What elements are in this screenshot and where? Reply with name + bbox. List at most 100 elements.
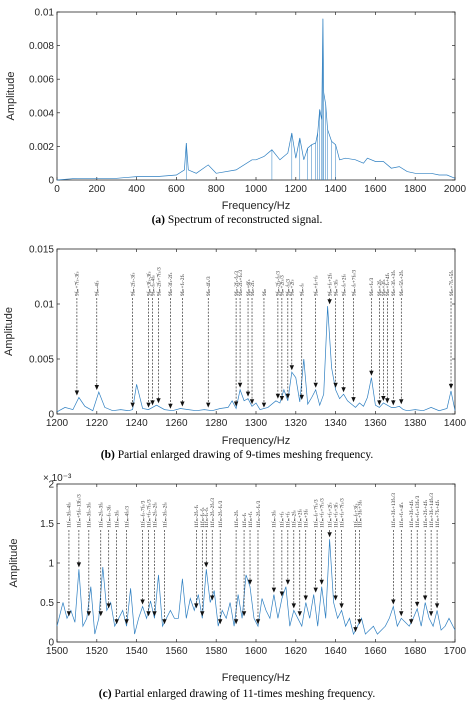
annotation-arrowhead <box>303 595 308 601</box>
annotation-arrowhead <box>285 393 291 399</box>
annotation-label: 11fₘ-fₛ+7fₛ/3 <box>313 499 320 528</box>
annotation-label: 11fₘ-3fₛ <box>114 510 121 528</box>
annotation-label: 9fₘ-fₛ-4fₛ <box>149 275 156 296</box>
x-tick-label: 1240 <box>125 418 148 429</box>
annotation-arrowhead <box>204 562 209 568</box>
annotation-label: 11fₘ+5fₛ-13fₛ/3 <box>76 494 83 528</box>
y-tick-label: 2 <box>48 480 54 491</box>
annotation-label: 9fₘ+3fₛ <box>332 279 339 296</box>
y-tick-label: 0.008 <box>29 41 54 52</box>
y-tick-label: 0.5 <box>40 598 54 609</box>
annotation-arrowhead <box>353 627 358 633</box>
annotation-label: 9fₘ+3fₛ+3fₛ <box>390 270 397 296</box>
annotation-label: 11fₘ+fₛ+2fₛ <box>326 502 333 528</box>
x-tick-label: 1620 <box>285 646 308 657</box>
annotation-arrowhead <box>279 396 285 401</box>
annotation-label: 11fₘ+3fₛ+3fₛ <box>356 500 363 528</box>
y-tick-label: 0.004 <box>29 108 54 119</box>
annotation-arrowhead <box>319 579 324 585</box>
annotation-arrowhead <box>76 562 82 568</box>
annotation-label: 11fₘ+2fₛ <box>297 509 304 528</box>
annotation-arrowhead <box>299 394 304 400</box>
figure-caption: (c) Partial enlarged drawing of 11-times… <box>99 688 376 700</box>
annotation-arrowhead <box>180 401 185 407</box>
x-tick-label: 1200 <box>46 418 69 429</box>
annotation-label: 9fₘ-fₛ+2fₛ <box>340 274 347 296</box>
annotation-label: 11fₘ-2fₛ <box>233 510 240 528</box>
y-axis-label: Amplitude <box>3 307 15 356</box>
annotation-arrowhead <box>247 579 253 585</box>
annotation-arrowhead <box>66 611 72 617</box>
annotation-arrowhead <box>381 396 386 401</box>
annotation-arrowhead <box>399 399 404 405</box>
annotation-arrowhead <box>233 401 239 407</box>
annotation-label: 11fₘ-fₛ-7fₛ/3 <box>139 500 146 528</box>
y-tick-label: 0.002 <box>29 142 54 153</box>
caption-letter: (b) <box>101 449 115 461</box>
annotation-label: 9fₘ-2fₛ-3fₛ <box>129 272 136 296</box>
annotation-label: 11fₘ+fₛ+7fₛ/3 <box>338 498 345 528</box>
y-tick-label: 0.01 <box>35 8 55 19</box>
annotation-arrowhead <box>106 603 111 609</box>
x-tick-label: 1300 <box>245 418 268 429</box>
annotation-arrowhead <box>255 619 261 625</box>
x-tick-label: 1600 <box>245 646 268 657</box>
annotation-arrowhead <box>124 619 129 625</box>
annotation-arrowhead <box>448 383 454 389</box>
caption-text: Partial enlarged drawing of 9-times mesh… <box>115 449 373 461</box>
annotation-arrowhead <box>98 611 103 617</box>
annotation-arrowhead <box>333 382 338 388</box>
annotation-label: 11fₘ-3fₛ <box>271 510 278 528</box>
annotation-arrowhead <box>217 619 223 625</box>
annotation-arrowhead <box>422 595 428 601</box>
y-tick-label: 0.015 <box>29 245 54 256</box>
caption-text: Spectrum of reconstructed signal. <box>165 214 323 226</box>
annotation-arrowhead <box>391 400 396 406</box>
annotation-arrowhead <box>94 385 99 390</box>
x-tick-label: 200 <box>88 184 105 195</box>
annotation-label: 11fₘ-3fₛ-2fₛ <box>161 502 168 528</box>
annotation-label: 11fₘ-2fₛ-2fₛ/3 <box>209 498 216 528</box>
annotation-arrowhead <box>114 619 119 625</box>
annotation-arrowhead <box>241 611 247 617</box>
annotation-label: 9fₘ+3fₛ-3fₛ <box>145 271 152 296</box>
x-tick-label: 1680 <box>404 646 427 657</box>
annotation-label: 9fₘ+fₛ+fₛ <box>313 275 320 296</box>
x-tick-label: 1280 <box>205 418 228 429</box>
annotation-label: 11fₘ-2fₛ-fₛ/3 <box>217 500 224 528</box>
annotation-arrowhead <box>357 619 362 625</box>
annotation-label: 11fₘ+fₛ+3fₛ <box>332 502 339 528</box>
annotation-arrowhead <box>271 587 277 593</box>
annotation-label: 9fₘ+fₛ/3 <box>368 277 375 296</box>
annotation-label: 9fₘ+5fₛ+2fₛ <box>398 270 405 296</box>
x-tick-label: 1200 <box>285 184 308 195</box>
annotation-label: 11fₘ+fₛ <box>247 511 254 528</box>
annotation-arrowhead <box>237 382 243 388</box>
y-tick-label: 0 <box>48 410 54 421</box>
annotation-label: 11fₘ-2fₛ-2fₛ <box>151 502 158 528</box>
annotation-label: 9fₘ+fₛ+4fₛ <box>384 273 391 296</box>
x-tick-label: 1320 <box>285 418 308 429</box>
annotation-arrowhead <box>391 599 396 605</box>
annotation-arrowhead <box>333 595 338 601</box>
annotation-label: 11fₘ-fₛ-3fₛ <box>106 505 113 528</box>
annotation-arrowhead <box>377 400 382 406</box>
annotation-label: 9fₘ-2fₛ-fₛ/3 <box>233 271 240 296</box>
annotation-label: 11fₘ+3fₛ <box>303 509 310 528</box>
annotation-arrowhead <box>245 391 251 397</box>
annotation-label: 11fₘ-2fₛ-fₛ <box>193 505 200 528</box>
annotation-label: 9fₘ+2fₛ/3 <box>279 275 286 296</box>
annotation-label: 9fₘ+2fₛ <box>376 279 383 296</box>
annotation-arrowhead <box>351 397 356 403</box>
annotation-arrowhead <box>297 611 302 617</box>
annotation-label: 9fₘ-fₛ <box>299 283 306 296</box>
annotation-arrowhead <box>140 599 145 605</box>
annotation-label: 9fₘ-2fₛ+fₛ/3 <box>237 269 244 296</box>
x-tick-label: 1380 <box>404 418 427 429</box>
x-tick-label: 1400 <box>324 184 347 195</box>
annotation-arrowhead <box>279 591 285 597</box>
annotation-arrowhead <box>428 611 434 617</box>
x-tick-label: 1560 <box>165 646 188 657</box>
annotation-label: 9fₘ+7fₛ+5fₛ <box>448 270 455 296</box>
